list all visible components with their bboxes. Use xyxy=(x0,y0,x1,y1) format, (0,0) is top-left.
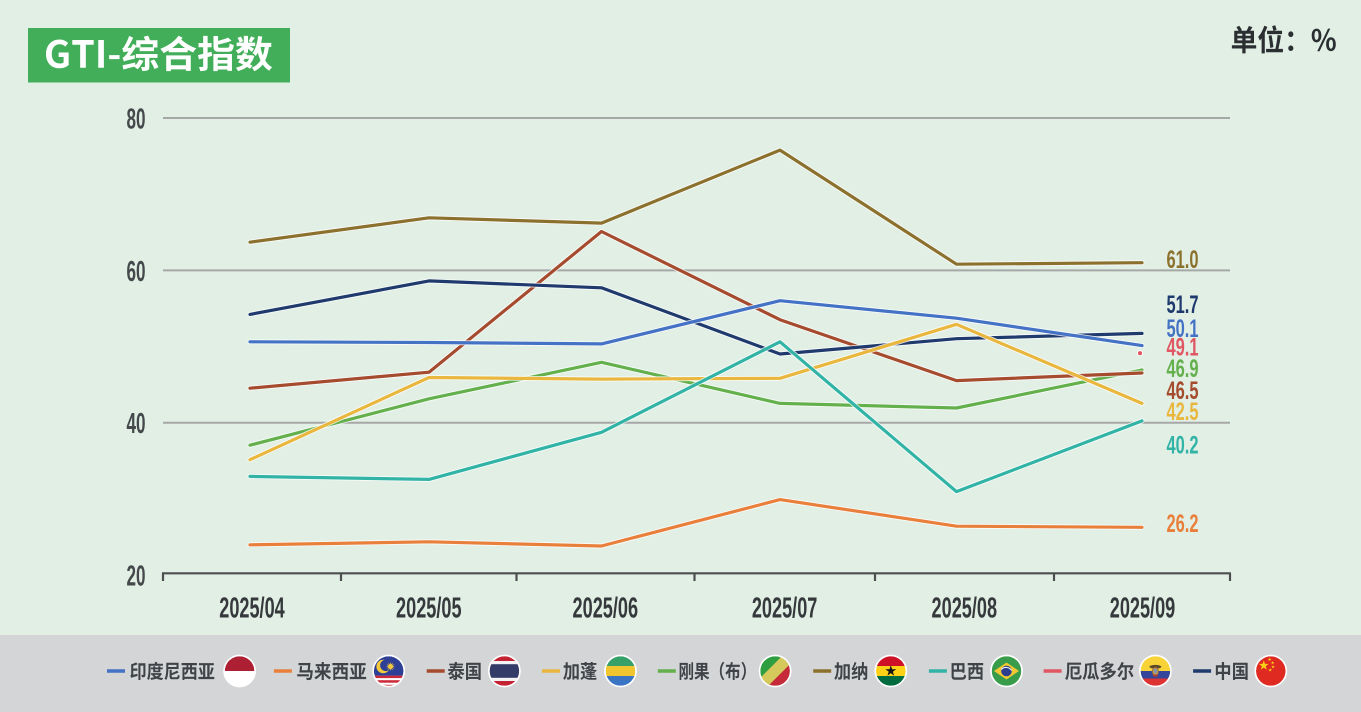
svg-text:20: 20 xyxy=(127,560,146,592)
svg-text:80: 80 xyxy=(127,103,146,135)
svg-text:40.2: 40.2 xyxy=(1167,432,1199,459)
svg-text:49.1: 49.1 xyxy=(1167,335,1199,362)
svg-text:61.0: 61.0 xyxy=(1167,247,1199,274)
svg-text:2025/04: 2025/04 xyxy=(219,593,285,625)
svg-text:42.5: 42.5 xyxy=(1167,399,1199,426)
svg-text:2025/08: 2025/08 xyxy=(932,593,998,625)
svg-text:40: 40 xyxy=(127,408,146,440)
svg-text:2025/09: 2025/09 xyxy=(1110,593,1176,625)
svg-text:50.1: 50.1 xyxy=(1167,316,1199,343)
svg-text:2025/07: 2025/07 xyxy=(752,593,818,625)
svg-text:60: 60 xyxy=(127,256,146,288)
svg-text:51.7: 51.7 xyxy=(1167,292,1199,319)
svg-text:46.5: 46.5 xyxy=(1167,378,1199,405)
svg-text:46.9: 46.9 xyxy=(1167,356,1199,383)
svg-text:26.2: 26.2 xyxy=(1167,511,1199,538)
svg-text:2025/05: 2025/05 xyxy=(396,593,462,625)
svg-text:2025/06: 2025/06 xyxy=(573,593,639,625)
